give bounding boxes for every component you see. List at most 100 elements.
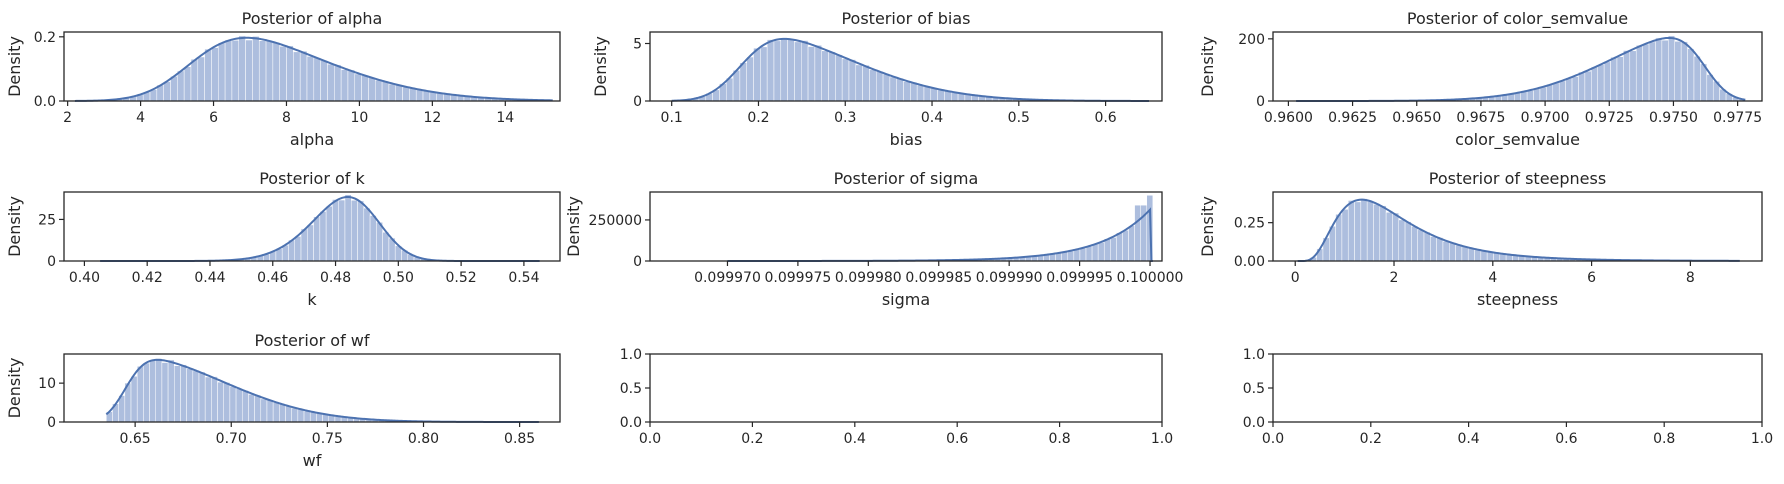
histogram-bar [1687,48,1695,102]
histogram-bar [332,199,339,262]
histogram-bar [794,41,802,102]
histogram-bar [1360,198,1368,262]
histogram-bar [436,93,444,102]
histogram-bar [1341,209,1349,262]
histogram-bar [334,64,342,102]
histogram-bar [1558,80,1566,102]
histogram-bar [361,75,369,102]
y-tick-label: 250000 [589,213,642,229]
axes-frame [649,353,1163,423]
x-tick-label: 0.099980 [835,270,902,286]
histogram-bar [375,79,383,102]
x-tick-label: 0.9775 [1713,110,1762,126]
histogram-bar [869,69,877,102]
histogram-bar [241,390,249,423]
axes-frame [649,191,1163,262]
x-axis-label: sigma [882,290,930,309]
histogram-bar [910,82,918,102]
histogram-bar [149,360,156,423]
y-tick-label: 0.0 [620,415,642,431]
histogram-bar [848,59,857,102]
x-tick-label: 0.6 [1094,110,1116,126]
histogram-bar [1674,41,1682,102]
histogram-bar [1655,37,1663,102]
x-tick-label: 0.2 [747,110,769,126]
histogram-bar [313,216,321,262]
histogram-bar [780,38,788,102]
x-tick-label: 1.0 [1151,431,1173,447]
x-tick-label: 6 [1587,270,1596,286]
y-tick-label: 25 [38,212,56,228]
histogram-bar [1354,201,1362,262]
histogram-bar [183,66,192,102]
x-tick-label: 0.4 [1457,431,1479,447]
histogram-bar [291,407,299,423]
histogram-bar [1134,204,1141,262]
histogram-bar [265,40,274,102]
histogram-bar [1467,247,1475,262]
x-tick-label: 0.9675 [1456,110,1505,126]
subplot-title: Posterior of color_semvalue [1407,9,1628,29]
histogram-bar [198,371,206,423]
histogram-bar [1097,242,1105,262]
x-tick-label: 0.50 [383,270,414,286]
x-tick-label: 0.100000 [1117,270,1184,286]
histogram-bar [1430,236,1437,262]
histogram-bar [1128,225,1135,262]
histogram-bar [1449,242,1456,262]
histogram-bar [896,77,904,102]
y-tick-label: 0 [1256,94,1265,110]
histogram-bar [217,381,224,423]
histogram-bar [1629,50,1637,102]
histogram-bar [1404,221,1412,262]
histogram-bar [192,370,200,423]
histogram-bar [163,81,171,102]
histogram-bar [903,81,911,102]
histogram-bar [279,46,287,102]
histogram-bar [369,215,377,262]
histogram-bar [174,365,181,423]
axes-frame [649,31,1163,102]
histogram-bar [316,413,323,423]
histogram-bar [293,51,301,102]
subplot-title: Posterior of alpha [242,9,383,28]
x-tick-label: 0.4 [844,431,866,447]
histogram-bar [1597,64,1605,102]
histogram-bar [170,76,178,102]
x-tick-label: 6 [209,110,218,126]
histogram-bar [1122,230,1129,262]
histogram-bar [1067,250,1075,262]
subplot-title: Posterior of sigma [834,169,979,188]
histogram-bar [388,83,396,102]
x-tick-label: 0.46 [257,270,288,286]
x-tick-label: 4 [136,110,145,126]
histogram-bar [1392,212,1399,262]
x-axis-label: bias [890,130,923,149]
y-tick-label: 0.0 [34,94,56,110]
histogram-bar [299,50,308,102]
histogram-bar [313,57,321,102]
y-tick-label: 0 [47,415,56,431]
histogram-bar [1706,74,1714,102]
histogram-bar [1455,244,1463,262]
y-tick-label: 10 [38,376,56,392]
x-tick-label: 0.48 [320,270,351,286]
x-tick-label: 0.6 [946,431,968,447]
histogram-bar [1091,243,1099,262]
histogram-bar [409,87,417,102]
x-tick-label: 0.9700 [1521,110,1570,126]
histogram-bar [1436,237,1444,262]
histogram-bar [338,199,346,262]
x-tick-label: 0.75 [312,431,343,447]
x-axis-label: color_semvalue [1455,130,1580,150]
histogram-bar [186,368,194,423]
histogram-bar [1385,212,1393,262]
histogram-bar [395,84,403,102]
y-tick-label: 0.25 [1234,216,1265,232]
histogram-bar [828,51,836,102]
histogram-bar [1623,50,1631,102]
histogram-bar [773,40,782,102]
subplot-3: 0.9600 0.9625 0.9650 0.9675 0.9700 0.9725 0.97… [1198,9,1763,150]
histogram-bar [307,224,314,262]
histogram-bar [1079,247,1087,262]
